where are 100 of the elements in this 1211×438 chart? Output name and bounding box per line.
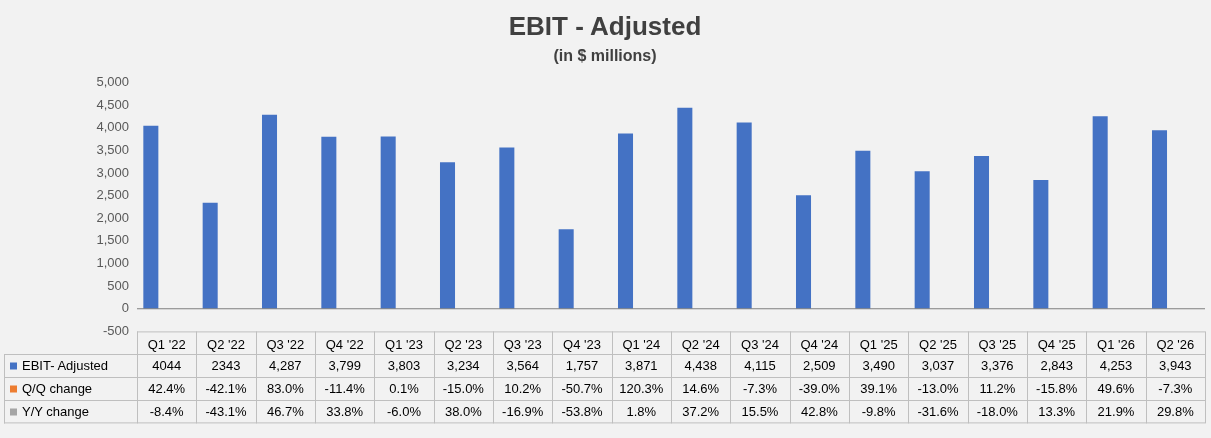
data-label: 3,799 — [328, 357, 361, 373]
data-label: -42.1% — [205, 380, 248, 396]
data-label: 1,757 — [565, 357, 599, 373]
legend-label: Y/Y change — [22, 403, 89, 419]
bar — [143, 125, 159, 309]
x-tick-label: Q3 '22 — [266, 336, 305, 352]
data-label: 4,115 — [744, 357, 776, 373]
y-tick-label: 3,000 — [96, 164, 129, 180]
data-label: 3,376 — [981, 357, 1014, 373]
y-tick-label: 3,500 — [96, 141, 129, 157]
bar — [974, 155, 990, 309]
y-tick-label: 1,000 — [96, 255, 129, 271]
bar — [262, 114, 278, 309]
bar — [736, 122, 752, 309]
y-tick-label: 2,000 — [96, 209, 129, 225]
y-tick-label: -500 — [102, 322, 129, 338]
data-label: 120.3% — [619, 380, 664, 396]
legend-label: EBIT- Adjusted — [22, 357, 108, 373]
data-label: -53.8% — [561, 403, 604, 419]
data-label: 83.0% — [266, 380, 305, 396]
data-label: 39.1% — [860, 380, 898, 396]
data-label: -7.3% — [743, 380, 778, 396]
x-tick-label: Q2 '25 — [919, 336, 957, 352]
x-tick-label: Q4 '22 — [325, 336, 364, 352]
data-label: -50.7% — [561, 380, 604, 396]
bar — [796, 195, 812, 309]
chart-title: EBIT - Adjusted — [508, 10, 702, 41]
data-label: 2,843 — [1040, 357, 1073, 373]
bar — [677, 107, 693, 309]
data-label: 42.8% — [800, 403, 839, 419]
data-label: 14.6% — [682, 380, 720, 396]
data-label: -13.0% — [917, 380, 960, 396]
x-tick-label: Q2 '24 — [681, 336, 720, 352]
data-label: 3,490 — [862, 357, 895, 373]
bar — [202, 202, 218, 309]
x-tick-label: Q1 '24 — [622, 336, 661, 352]
data-label: -15.0% — [442, 380, 485, 396]
x-tick-label: Q4 '23 — [563, 336, 601, 352]
data-label: 3,803 — [387, 357, 421, 373]
data-label: -6.0% — [387, 403, 422, 419]
data-label: 38.0% — [444, 403, 483, 419]
data-label: 4,438 — [684, 357, 717, 373]
data-label: 2343 — [211, 357, 241, 373]
x-tick-label: Q1 '26 — [1097, 336, 1135, 352]
chart-subtitle: (in $ millions) — [553, 47, 657, 65]
bar — [440, 162, 456, 309]
data-label: 2,509 — [803, 357, 836, 373]
data-label: 29.8% — [1156, 403, 1195, 419]
y-tick-label: 0 — [121, 300, 129, 316]
data-label: 21.9% — [1097, 403, 1135, 419]
x-tick-label: Q3 '23 — [503, 336, 542, 352]
data-label: 11.2% — [979, 380, 1016, 396]
x-tick-label: Q1 '22 — [147, 336, 186, 352]
x-tick-label: Q3 '25 — [978, 336, 1017, 352]
data-label: 4,287 — [269, 357, 302, 373]
data-label: 4,253 — [1099, 357, 1133, 373]
data-label: -43.1% — [205, 403, 248, 419]
data-label: 0.1% — [389, 380, 420, 396]
x-tick-label: Q4 '25 — [1037, 336, 1076, 352]
data-label: -9.8% — [861, 403, 897, 419]
data-label: 33.8% — [326, 403, 364, 419]
data-label: -8.4% — [149, 403, 185, 419]
data-label: -11.4% — [324, 380, 366, 396]
data-label: 37.2% — [682, 403, 720, 419]
x-tick-label: Q1 '25 — [859, 336, 898, 352]
data-label: 3,037 — [921, 357, 955, 373]
data-label: 4044 — [152, 357, 182, 373]
y-tick-label: 500 — [107, 277, 129, 293]
x-tick-label: Q2 '22 — [207, 336, 245, 352]
y-tick-label: 4,500 — [96, 96, 129, 112]
bar — [1092, 116, 1108, 309]
x-tick-label: Q4 '24 — [800, 336, 839, 352]
y-tick-label: 5,000 — [96, 73, 129, 89]
data-label: 13.3% — [1038, 403, 1076, 419]
y-tick-label: 4,000 — [96, 119, 129, 135]
bar — [914, 171, 930, 309]
x-tick-label: Q2 '23 — [444, 336, 483, 352]
x-tick-label: Q3 '24 — [741, 336, 779, 352]
data-label: 3,564 — [506, 357, 539, 373]
bar — [618, 133, 634, 309]
bar — [558, 229, 574, 309]
data-label: 3,871 — [625, 357, 658, 373]
x-tick-label: Q1 '23 — [385, 336, 423, 352]
data-label: 46.7% — [266, 403, 305, 419]
data-label: 42.4% — [148, 380, 186, 396]
data-label: -39.0% — [798, 380, 841, 396]
x-tick-label: Q2 '26 — [1156, 336, 1195, 352]
bar — [499, 147, 515, 309]
bar — [380, 136, 396, 309]
data-label: 3,943 — [1159, 357, 1192, 373]
y-tick-label: 2,500 — [96, 187, 129, 203]
bar — [855, 150, 871, 309]
y-tick-label: 1,500 — [96, 232, 129, 248]
data-label: -15.8% — [1036, 380, 1078, 396]
data-label: 10.2% — [504, 380, 542, 396]
data-label: -31.6% — [917, 403, 960, 419]
legend-label: Q/Q change — [22, 380, 93, 396]
data-label: -18.0% — [976, 403, 1019, 419]
data-label: 15.5% — [741, 403, 779, 419]
data-label: 1.8% — [626, 403, 657, 419]
